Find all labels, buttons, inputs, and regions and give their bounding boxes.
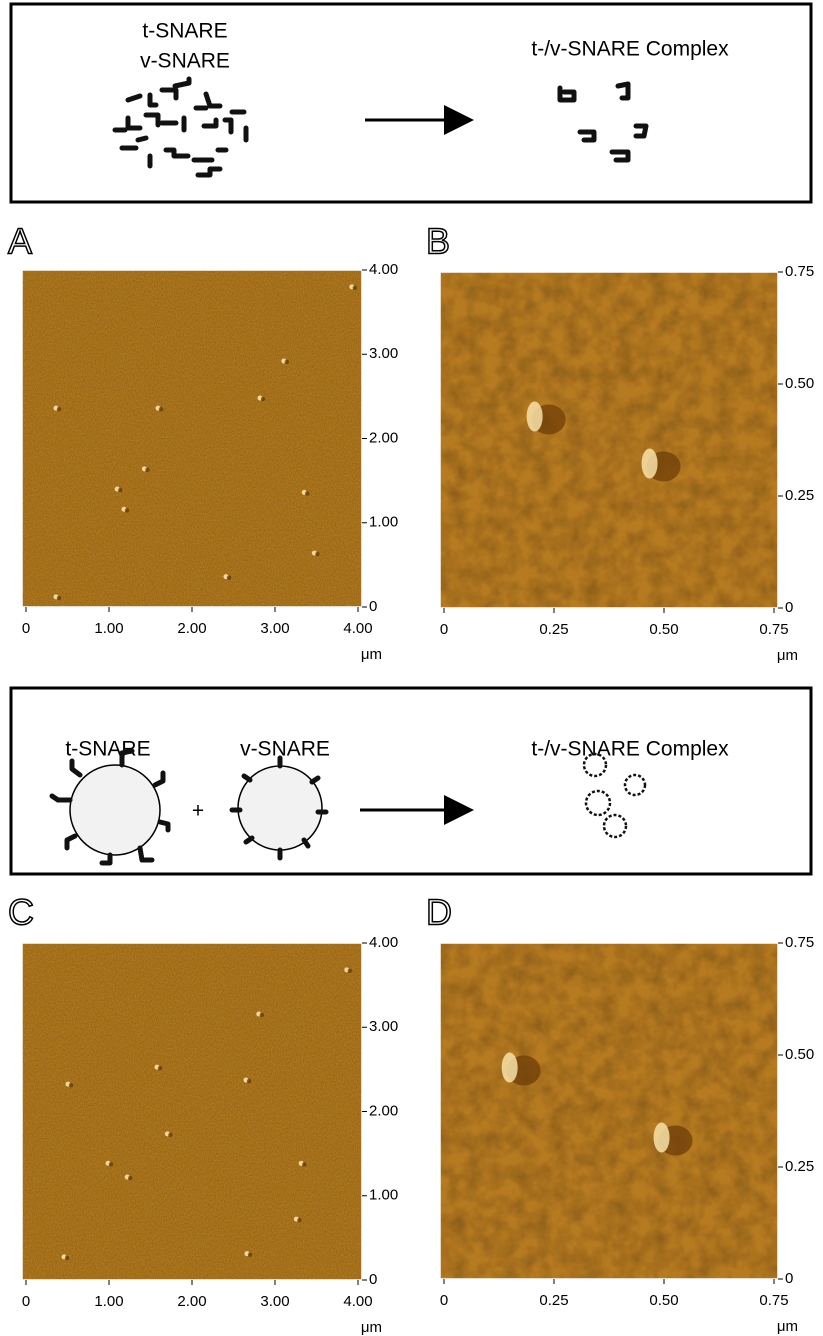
label: t-SNARE: [142, 20, 227, 43]
x-tick-label: 1.00: [94, 620, 123, 637]
afm-shadow: [57, 596, 61, 600]
panel-letter: D: [426, 892, 452, 933]
unit-label: μm: [361, 1319, 382, 1336]
x-tick-label: 3.00: [260, 1293, 289, 1310]
afm-shadow: [248, 1252, 252, 1256]
x-tick-label: 3.00: [260, 620, 289, 637]
afm-shadow: [297, 1218, 301, 1222]
x-tick-label: 0: [22, 1293, 30, 1310]
y-tick-label: 0: [369, 598, 377, 615]
afm-shadow: [168, 1133, 172, 1137]
y-tick-label: 0: [369, 1271, 377, 1288]
afm-particle: [654, 1123, 670, 1153]
afm-texture: [22, 943, 362, 1280]
y-tick-label: 1.00: [369, 514, 398, 531]
afm-shadow: [260, 1013, 264, 1017]
afm-shadow: [353, 286, 357, 290]
x-tick-label: 0.75: [759, 621, 788, 638]
y-tick-label: 0: [785, 599, 793, 616]
afm-shadow: [158, 1066, 162, 1070]
afm-shadow: [118, 488, 122, 492]
afm-shadow: [285, 360, 289, 364]
panel-letter: C: [8, 892, 34, 933]
unit-label: μm: [777, 1318, 798, 1335]
label: t-/v-SNARE Complex: [531, 38, 729, 61]
y-tick-label: 1.00: [369, 1187, 398, 1204]
figure: t-SNARE v-SNARE t-/v-SNARE Complex t-SNA…: [0, 0, 823, 1336]
afm-shadow: [348, 969, 352, 973]
afm-shadow: [128, 1176, 132, 1180]
y-tick-label: 4.00: [369, 934, 398, 951]
y-tick-label: 2.00: [369, 429, 398, 446]
label: t-SNARE: [65, 738, 150, 761]
label: v-SNARE: [240, 738, 330, 761]
afm-shadow: [227, 575, 231, 579]
y-tick-label: 2.00: [369, 1102, 398, 1119]
x-tick-label: 0: [440, 621, 448, 638]
y-tick-label: 0.25: [785, 1158, 814, 1175]
afm-particle: [527, 401, 543, 431]
x-tick-label: 2.00: [177, 1293, 206, 1310]
y-tick-label: 3.00: [369, 345, 398, 362]
afm-particle: [642, 449, 658, 479]
x-tick-label: 0.50: [649, 621, 678, 638]
x-tick-label: 4.00: [343, 1293, 372, 1310]
plus-sign: +: [192, 800, 204, 823]
x-tick-label: 0: [440, 1292, 448, 1309]
panel-letter: B: [426, 221, 450, 262]
unit-label: μm: [361, 646, 382, 663]
x-tick-label: 1.00: [94, 1293, 123, 1310]
afm-texture: [22, 270, 362, 607]
label: t-/v-SNARE Complex: [531, 738, 729, 761]
afm-shadow: [305, 491, 309, 495]
afm-texture: [440, 272, 778, 608]
afm-shadow: [57, 407, 61, 411]
y-tick-label: 3.00: [369, 1018, 398, 1035]
x-tick-label: 4.00: [343, 620, 372, 637]
y-tick-label: 0.50: [785, 1046, 814, 1063]
afm-texture: [440, 943, 778, 1279]
afm-shadow: [65, 1256, 69, 1260]
unit-label: μm: [777, 647, 798, 664]
schematic-box: [11, 4, 811, 202]
afm-shadow: [109, 1162, 113, 1166]
afm-shadow: [145, 468, 149, 472]
panel-letter: A: [8, 221, 32, 262]
x-tick-label: 2.00: [177, 620, 206, 637]
y-tick-label: 0.25: [785, 487, 814, 504]
y-tick-label: 0.50: [785, 375, 814, 392]
x-tick-label: 0.75: [759, 1292, 788, 1309]
x-tick-label: 0.25: [539, 1292, 568, 1309]
afm-shadow: [159, 407, 163, 411]
x-tick-label: 0.50: [649, 1292, 678, 1309]
x-tick-label: 0: [22, 620, 30, 637]
afm-shadow: [69, 1083, 73, 1087]
afm-particle: [502, 1052, 518, 1082]
y-tick-label: 4.00: [369, 261, 398, 278]
afm-shadow: [261, 397, 265, 401]
afm-shadow: [315, 552, 319, 556]
afm-shadow: [247, 1079, 251, 1083]
y-tick-label: 0: [785, 1270, 793, 1287]
y-tick-label: 0.75: [785, 934, 814, 951]
x-tick-label: 0.25: [539, 621, 568, 638]
afm-shadow: [125, 508, 129, 512]
y-tick-label: 0.75: [785, 263, 814, 280]
label: v-SNARE: [140, 50, 230, 73]
afm-shadow: [302, 1162, 306, 1166]
